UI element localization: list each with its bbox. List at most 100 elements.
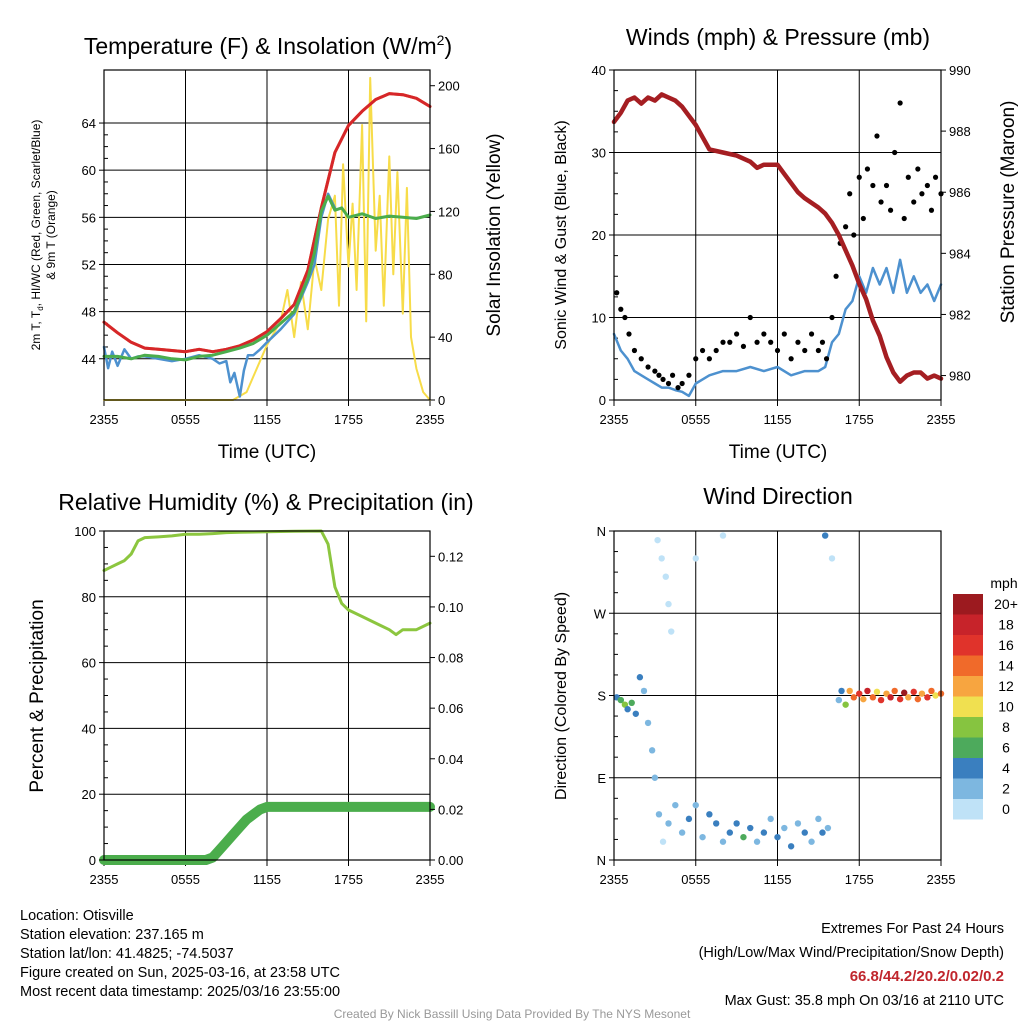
y2-tick-label: 0.10 <box>438 600 463 615</box>
direction-point <box>828 555 836 562</box>
direction-point <box>869 694 877 701</box>
gust-point <box>740 343 747 349</box>
gust-point <box>887 207 894 213</box>
extremes-title: Extremes For Past 24 Hours <box>821 921 1004 937</box>
series-line-4 <box>102 194 432 362</box>
gust-point <box>843 224 849 230</box>
legend-swatch <box>953 799 983 820</box>
x-tick-label: 1155 <box>764 872 792 887</box>
direction-point <box>928 687 935 695</box>
direction-point <box>747 824 754 832</box>
y-tick-label: 30 <box>592 146 606 161</box>
gust-point <box>919 191 925 197</box>
y-tick-label: 0 <box>599 393 606 408</box>
legend-swatch <box>953 758 983 779</box>
direction-point <box>801 829 808 836</box>
y-tick-label: 52 <box>82 257 96 272</box>
y-tick-label: W <box>594 606 607 621</box>
legend-label: 4 <box>1002 760 1010 776</box>
direction-point <box>665 600 672 608</box>
direction-point <box>760 829 768 836</box>
gust-point <box>808 331 815 337</box>
gust-point <box>679 380 685 387</box>
gust-point <box>924 182 930 189</box>
direction-point <box>692 801 699 809</box>
legend-swatch <box>953 696 983 717</box>
gust-point <box>851 232 857 238</box>
legend-label: 8 <box>1002 719 1010 735</box>
legend-swatch <box>953 676 983 697</box>
y-tick-label: N <box>597 853 606 868</box>
legend-label: 18 <box>998 617 1014 633</box>
gust-point <box>928 207 935 213</box>
y2-tick-label: 0.06 <box>438 701 463 716</box>
direction-point <box>651 774 659 781</box>
x-tick-label: 1155 <box>764 412 792 427</box>
gust-point <box>897 100 903 106</box>
direction-point <box>914 695 922 703</box>
winds-title: Winds (mph) & Pressure (mb) <box>626 24 930 50</box>
legend-swatch <box>953 594 983 615</box>
x-tick-label: 2355 <box>600 872 629 887</box>
gust-point <box>656 372 662 378</box>
direction-point <box>648 747 656 754</box>
legend-label: 16 <box>998 637 1014 653</box>
x-tick-label: 0555 <box>171 412 200 427</box>
direction-point <box>932 692 939 699</box>
direction-point <box>719 838 727 845</box>
x-tick-label: 1755 <box>845 872 874 887</box>
temperature-panel: Temperature (F) & Insolation (W/m2) Time… <box>29 32 505 463</box>
direction-point <box>740 833 747 841</box>
gust-point <box>618 306 624 312</box>
wind-direction-ylabel: Direction (Colored By Speed) <box>553 592 570 800</box>
y-tick-label: 60 <box>82 656 96 671</box>
direction-point <box>632 710 639 717</box>
direction-point <box>624 706 631 713</box>
x-tick-label: 1755 <box>845 412 874 427</box>
y-tick-label: 44 <box>82 352 96 367</box>
gust-point <box>915 166 921 172</box>
gust-point <box>713 347 719 354</box>
y-tick-label: E <box>597 771 606 786</box>
gust-point <box>847 191 853 197</box>
gust-point <box>693 356 699 362</box>
gust-point <box>660 376 666 382</box>
y-tick-label: 56 <box>82 210 96 225</box>
legend-label: 0 <box>1002 801 1010 817</box>
direction-point <box>877 696 885 704</box>
gust-point <box>727 339 733 345</box>
direction-point <box>655 811 663 818</box>
y2-tick-label: 80 <box>438 267 452 282</box>
extremes-info: Extremes For Past 24 Hours (High/Low/Max… <box>699 917 1004 1013</box>
insolation-y2label: Solar Insolation (Yellow) <box>484 133 505 336</box>
gust-point <box>905 174 911 180</box>
legend-label: 12 <box>998 678 1014 694</box>
direction-point <box>733 820 740 827</box>
direction-point <box>905 694 912 701</box>
gust-point <box>645 364 651 370</box>
y2-tick-label: 0.08 <box>438 651 463 666</box>
gust-point <box>761 331 767 337</box>
direction-point <box>856 690 863 697</box>
plot-frame <box>103 530 431 861</box>
direction-point <box>692 555 699 562</box>
gust-point <box>819 339 826 345</box>
direction-point <box>835 696 843 704</box>
y-tick-label: 64 <box>82 116 96 131</box>
direction-point <box>918 690 926 697</box>
direction-point <box>842 701 849 708</box>
recent-data-text: Most recent data timestamp: 2025/03/16 2… <box>20 984 341 1000</box>
legend-swatch <box>953 614 983 635</box>
x-tick-label: 2355 <box>927 412 956 427</box>
gust-point <box>795 339 801 345</box>
gust-point <box>878 199 884 205</box>
legend-label: 14 <box>998 658 1014 674</box>
winds-ylabel: Sonic Wind & Gust (Blue, Black) <box>553 120 570 349</box>
humidity-panel: Relative Humidity (%) & Precipitation (i… <box>27 489 474 887</box>
direction-point <box>846 687 853 695</box>
max-gust-text: Max Gust: 35.8 mph On 03/16 at 2110 UTC <box>724 993 1004 1009</box>
gust-point <box>833 273 839 279</box>
y2-tick-label: 980 <box>949 369 971 384</box>
y2-tick-label: 40 <box>438 330 452 345</box>
